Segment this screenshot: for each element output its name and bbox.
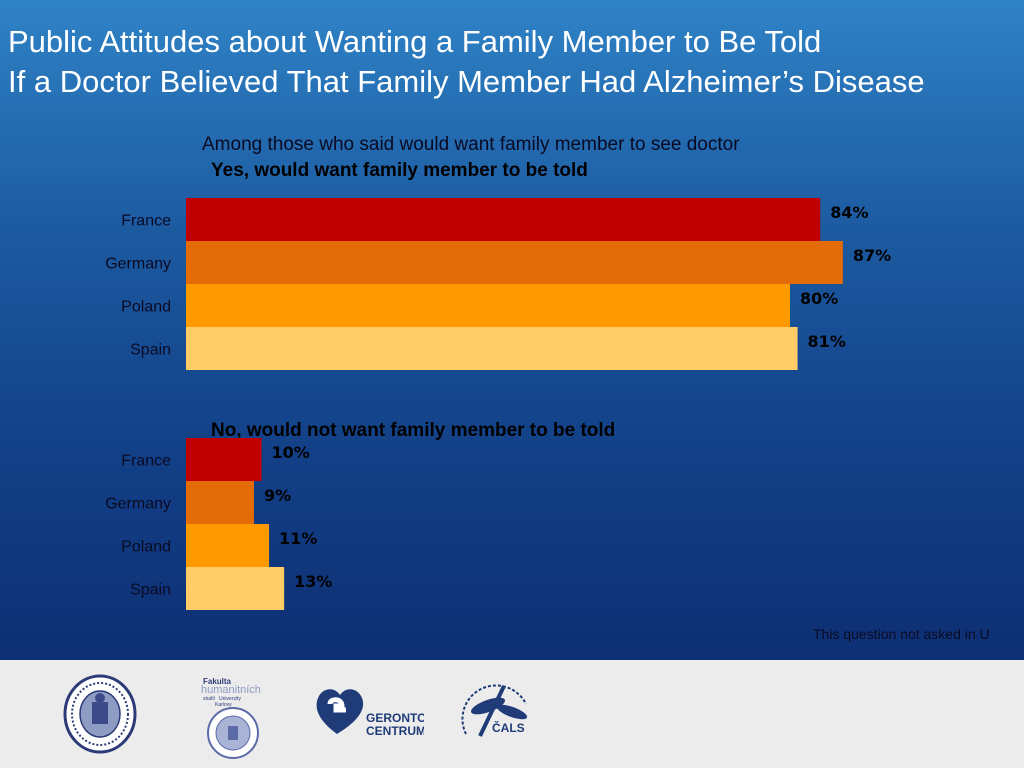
svg-text:GERONTO: GERONTO	[366, 711, 424, 725]
value-label-no-france: 10%	[272, 443, 310, 462]
slide-title: Public Attitudes about Wanting a Family …	[8, 22, 1024, 102]
svg-text:Univerzity: Univerzity	[219, 696, 241, 702]
category-label-yes-poland: Poland	[121, 299, 171, 316]
value-label-no-spain: 13%	[294, 572, 332, 591]
bar-no-france	[186, 438, 262, 481]
section-label-yes: Yes, would want family member to be told	[211, 160, 588, 181]
bar-no-poland	[186, 524, 270, 567]
chart-subtitle: Among those who said would want family m…	[202, 134, 740, 155]
value-label-no-poland: 11%	[279, 529, 317, 548]
value-label-yes-poland: 80%	[800, 289, 838, 308]
svg-text:humanitních: humanitních	[201, 684, 261, 696]
svg-text:Fakulta: Fakulta	[203, 677, 232, 686]
category-label-no-poland: Poland	[121, 539, 171, 556]
value-label-yes-france: 84%	[830, 203, 868, 222]
svg-text:Karlovy: Karlovy	[215, 702, 232, 708]
bar-no-germany	[186, 481, 254, 524]
category-label-no-germany: Germany	[105, 496, 171, 513]
charles-university-seal-logo	[63, 674, 137, 754]
bar-no-spain	[186, 567, 285, 610]
category-label-yes-france: France	[121, 213, 171, 230]
svg-text:studií: studií	[203, 696, 216, 702]
bar-chart: France 84% Germany 87% Poland 80% Spain 81% Fran…	[105, 198, 891, 610]
value-label-no-germany: 9%	[264, 486, 291, 505]
section-label-no: No, would not want family member to be t…	[211, 420, 616, 441]
faculty-humanities-logo: Fakulta humanitních studií Univerzity Ka…	[201, 677, 261, 759]
footer-logos: Fakulta humanitních studií Univerzity Ka…	[0, 660, 1024, 768]
footnote: This question not asked in U	[813, 626, 990, 642]
title-line-2: If a Doctor Believed That Family Member …	[8, 64, 925, 99]
category-label-no-spain: Spain	[130, 582, 171, 599]
bar-yes-poland	[186, 284, 790, 327]
bar-yes-spain	[186, 327, 798, 370]
cals-dragonfly-logo: ČALS	[461, 684, 528, 737]
title-line-1: Public Attitudes about Wanting a Family …	[8, 24, 822, 59]
category-label-no-france: France	[121, 453, 171, 470]
geronto-centrum-logo: GERONTO CENTRUM	[316, 689, 424, 738]
value-label-yes-germany: 87%	[853, 246, 891, 265]
bar-yes-germany	[186, 241, 843, 284]
bar-yes-france	[186, 198, 821, 241]
category-label-yes-germany: Germany	[105, 256, 171, 273]
category-label-yes-spain: Spain	[130, 342, 171, 359]
svg-text:CENTRUM: CENTRUM	[366, 724, 424, 738]
value-label-yes-spain: 81%	[808, 332, 846, 351]
svg-text:ČALS: ČALS	[492, 720, 525, 735]
